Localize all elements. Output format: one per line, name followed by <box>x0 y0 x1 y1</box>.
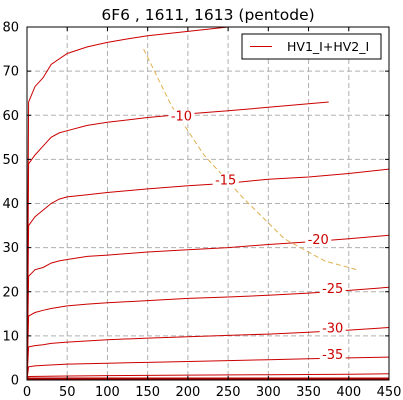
x-tick-label: 50 <box>59 385 76 400</box>
curve-line <box>26 356 390 381</box>
y-tick-label: 60 <box>2 109 19 124</box>
x-tick-label: 450 <box>377 385 402 400</box>
y-tick-label: 30 <box>2 241 19 256</box>
y-tick-label: 80 <box>2 21 19 36</box>
x-tick-label: 150 <box>135 385 160 400</box>
curve-label: -25 <box>322 282 343 297</box>
curve-line <box>26 286 390 381</box>
curve-label: -10 <box>171 110 192 125</box>
curve-label: -35 <box>322 348 343 363</box>
y-tick-label: 0 <box>11 374 19 389</box>
curve-labels: -10 -15 -20 -25 -30 -35 <box>168 109 346 363</box>
y-tick-label: 70 <box>2 65 19 80</box>
curve-label-bg <box>305 233 332 248</box>
curve-label-bg <box>168 109 195 124</box>
curve-line <box>26 168 390 381</box>
curve-label-bg <box>319 321 346 336</box>
curve-label-bg <box>212 173 239 188</box>
curve-label-bg <box>319 347 346 362</box>
curve-label: -15 <box>215 174 236 189</box>
x-tick-label: 400 <box>336 385 361 400</box>
y-tick-label: 20 <box>2 285 19 300</box>
legend: HV1_I+HV2_I <box>241 33 382 60</box>
load-line-group <box>143 48 357 271</box>
axis-ticks: 0 50 100 150 200 250 300 350 400 450 0 10 20 30 40 50 60… <box>2 21 401 400</box>
curve-line <box>26 101 329 381</box>
x-tick-label: 300 <box>256 385 281 400</box>
chart-title: 6F6 , 1611, 1613 (pentode) <box>101 6 314 24</box>
curve-label: -20 <box>308 233 329 248</box>
x-tick-label: 200 <box>175 385 200 400</box>
x-tick-label: 350 <box>296 385 321 400</box>
x-tick-label: 250 <box>216 385 241 400</box>
curve-label-bg <box>319 281 346 296</box>
legend-label: HV1_I+HV2_I <box>287 39 369 54</box>
curve-line <box>26 373 390 381</box>
y-tick-label: 10 <box>2 329 19 344</box>
load-line <box>143 48 357 271</box>
curve-label: -30 <box>322 321 343 336</box>
x-tick-label: 0 <box>23 385 31 400</box>
curve-line <box>26 327 390 381</box>
x-tick-label: 100 <box>95 385 120 400</box>
curve-line <box>26 234 390 381</box>
y-tick-label: 50 <box>2 153 19 168</box>
y-tick-label: 40 <box>2 197 19 212</box>
curve-line <box>26 26 229 381</box>
